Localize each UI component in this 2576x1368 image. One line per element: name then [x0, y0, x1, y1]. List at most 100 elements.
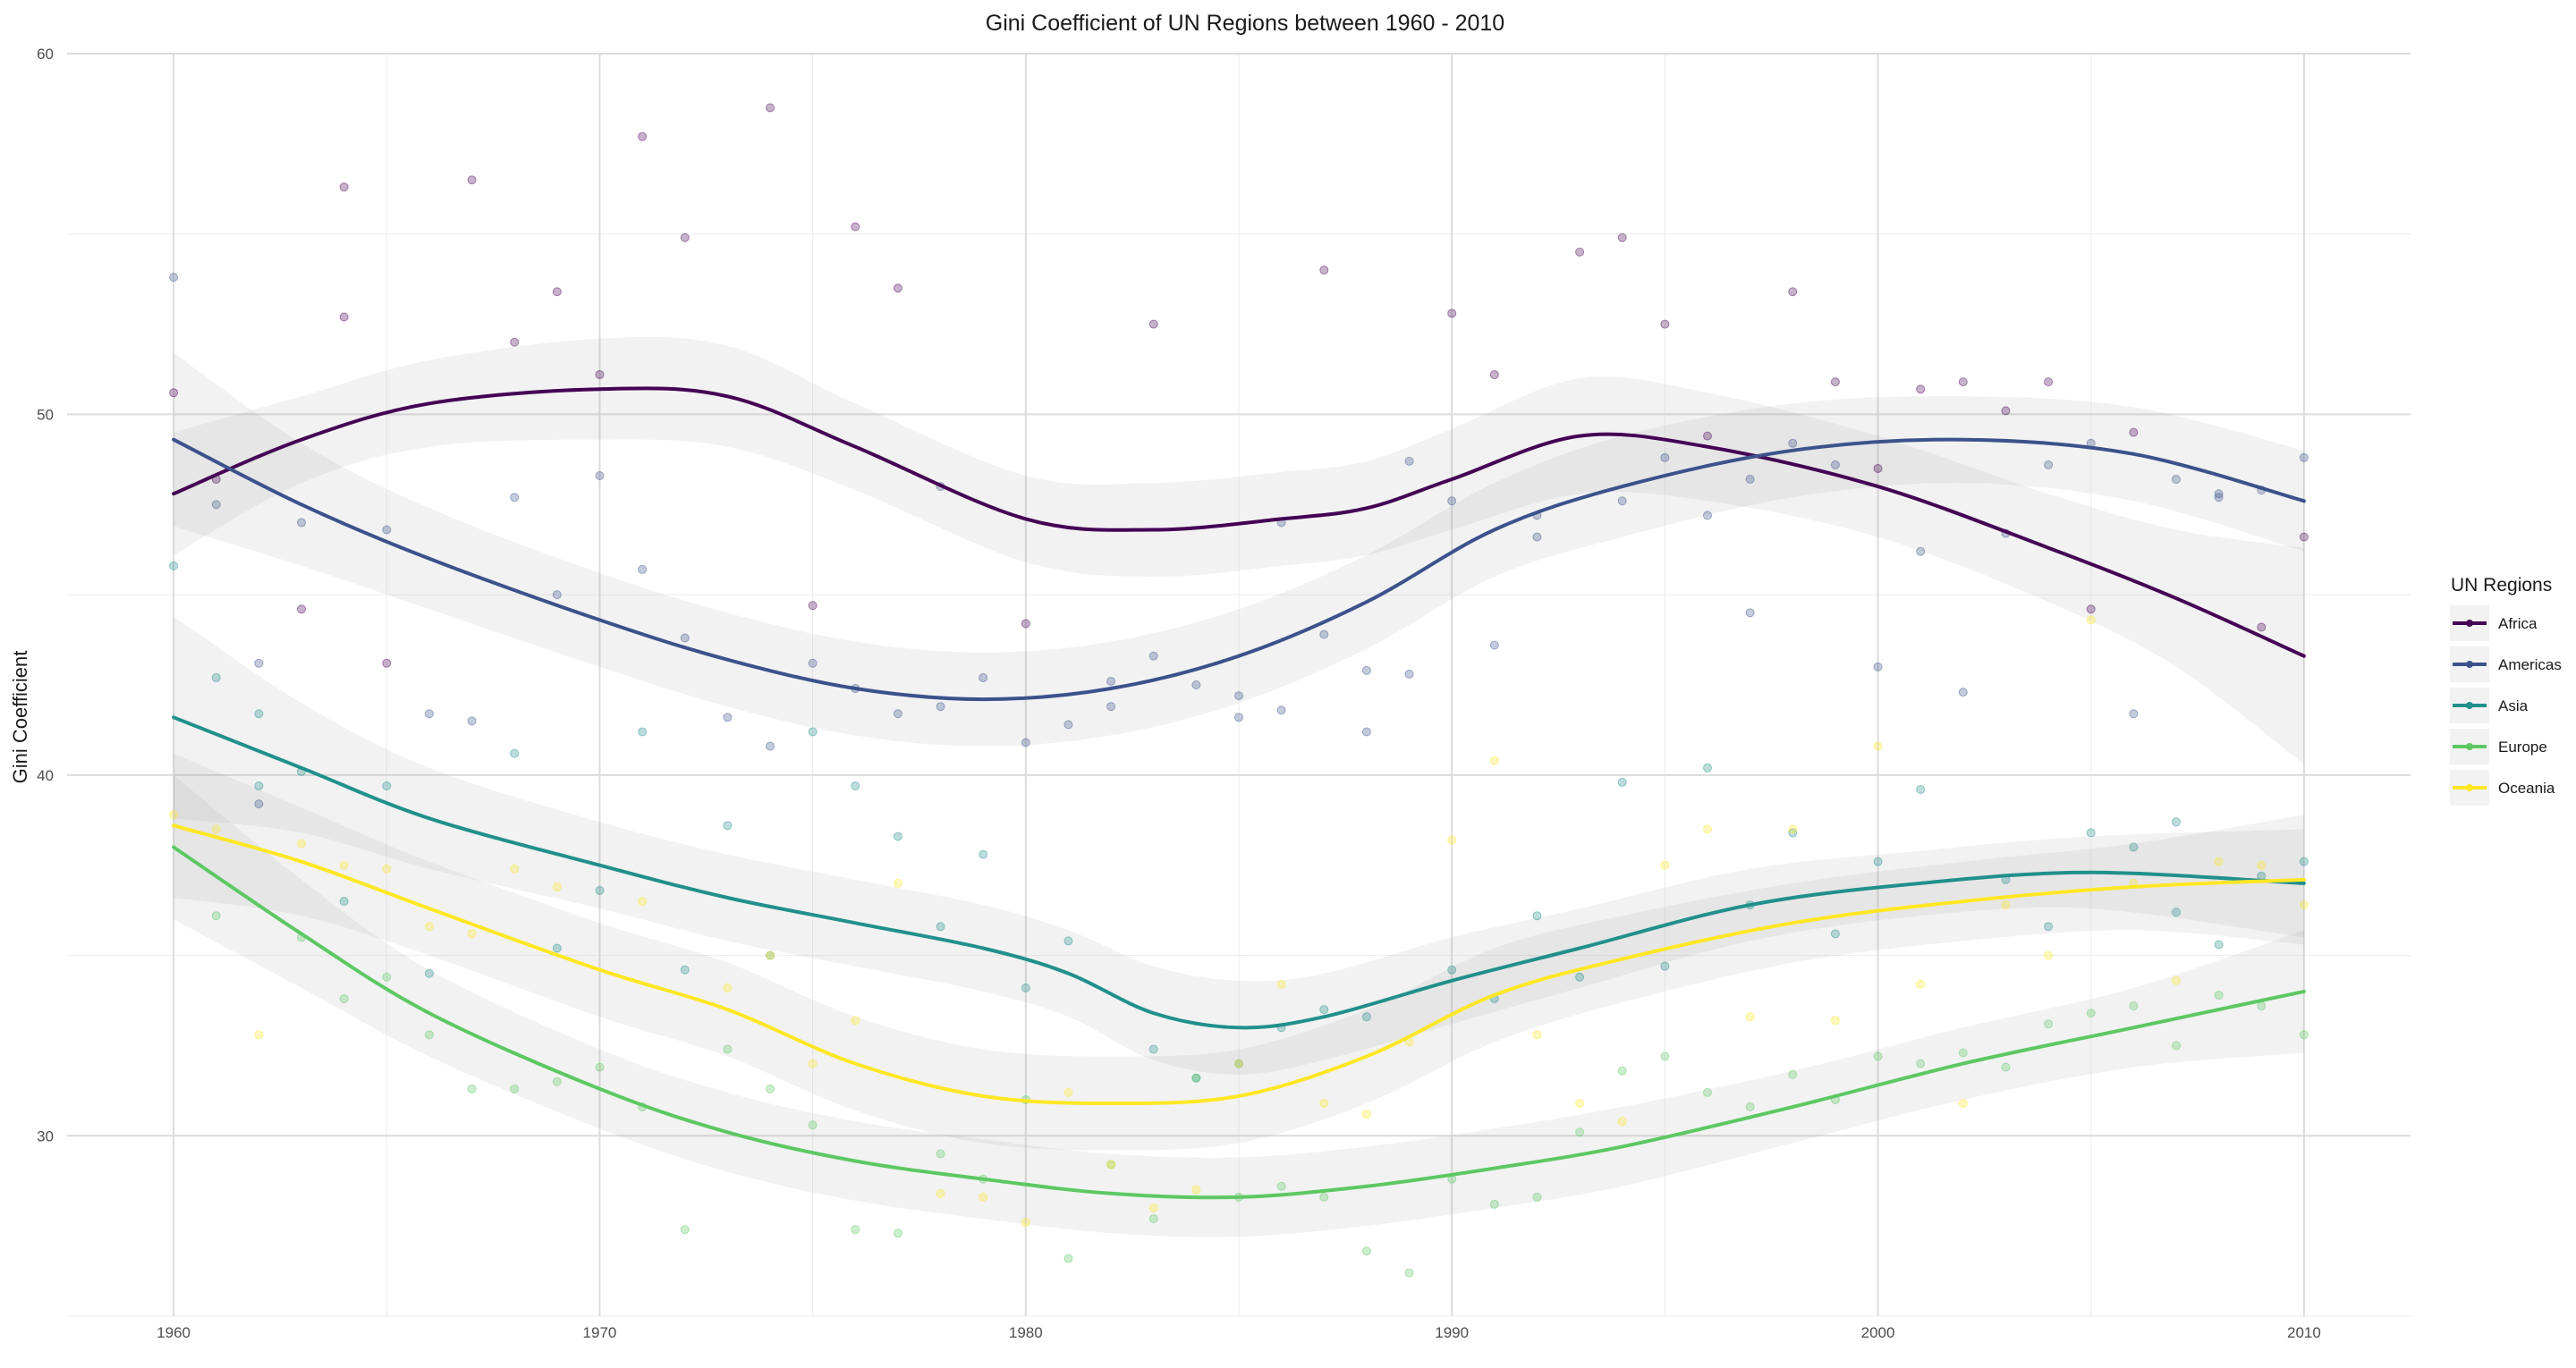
- data-point: [1148, 1044, 1158, 1054]
- data-point: [424, 968, 434, 978]
- data-point: [1319, 1098, 1329, 1108]
- data-point: [1830, 377, 1840, 387]
- data-point: [297, 839, 306, 849]
- data-point: [1958, 377, 1968, 387]
- data-point: [1447, 965, 1457, 975]
- data-point: [382, 972, 392, 982]
- data-point: [1873, 741, 1883, 751]
- legend-label-europe: Europe: [2498, 739, 2547, 756]
- data-point: [1234, 713, 1243, 722]
- data-point: [595, 370, 605, 380]
- data-point: [1660, 452, 1670, 462]
- legend-label-oceania: Oceania: [2498, 780, 2555, 797]
- data-point: [766, 950, 775, 960]
- data-point: [169, 273, 179, 283]
- data-point: [1958, 1098, 1968, 1108]
- legend-key-point-americas: [2466, 661, 2473, 668]
- data-point: [2299, 1030, 2309, 1040]
- data-point: [339, 993, 349, 1003]
- data-point: [766, 103, 775, 113]
- data-point: [1489, 756, 1499, 765]
- data-point: [723, 821, 733, 831]
- y-axis-title: Gini Coefficient: [9, 651, 31, 784]
- data-point: [2129, 842, 2139, 852]
- data-point: [2214, 940, 2224, 950]
- data-point: [936, 702, 945, 712]
- data-point: [851, 1225, 860, 1235]
- data-point: [1489, 640, 1499, 650]
- data-point: [339, 312, 349, 322]
- data-point: [808, 1120, 818, 1130]
- data-point: [424, 709, 434, 719]
- confidence-band-africa: [174, 336, 2304, 764]
- data-point: [680, 965, 690, 975]
- data-point: [1191, 1073, 1201, 1083]
- data-point: [254, 1030, 264, 1040]
- data-point: [595, 471, 605, 481]
- data-point: [1703, 511, 1712, 520]
- legend-label-americas: Americas: [2498, 656, 2562, 673]
- data-point: [211, 824, 221, 834]
- data-point: [1021, 738, 1030, 747]
- x-tick-label: 1970: [583, 1324, 617, 1341]
- data-point: [510, 1084, 520, 1094]
- data-point: [382, 864, 392, 874]
- legend: UN Regions Africa Americas Asia Europe Ocean…: [2450, 575, 2562, 806]
- data-point: [1319, 1192, 1329, 1202]
- data-point: [1703, 824, 1712, 834]
- data-point: [638, 564, 648, 574]
- data-point: [1830, 460, 1840, 469]
- data-point: [1916, 1059, 1926, 1068]
- data-point: [2086, 604, 2096, 614]
- data-point: [1234, 691, 1243, 701]
- data-point: [979, 1192, 988, 1202]
- data-point: [1745, 608, 1755, 618]
- data-point: [936, 1188, 945, 1198]
- data-point: [382, 525, 392, 535]
- data-point: [1617, 1117, 1627, 1127]
- data-point: [1830, 1016, 1840, 1026]
- data-point: [723, 1044, 733, 1054]
- data-point: [254, 658, 264, 668]
- data-point: [1447, 835, 1457, 845]
- data-point: [1063, 1254, 1073, 1263]
- legend-title: UN Regions: [2451, 575, 2552, 595]
- data-point: [1106, 1160, 1116, 1170]
- data-point: [1916, 546, 1926, 556]
- data-point: [1873, 463, 1883, 473]
- data-point: [1745, 1102, 1755, 1112]
- data-point: [2299, 857, 2309, 866]
- smooth-line-oceania: [172, 823, 2306, 1106]
- data-point: [552, 943, 562, 953]
- data-point: [297, 518, 306, 528]
- data-point: [339, 182, 349, 192]
- data-point: [339, 860, 349, 870]
- data-point: [2001, 900, 2011, 910]
- data-point: [1361, 727, 1371, 737]
- data-point: [851, 1016, 860, 1026]
- data-point: [1703, 431, 1712, 441]
- data-point: [936, 1149, 945, 1159]
- data-point: [1021, 619, 1030, 629]
- data-point: [1489, 370, 1499, 380]
- data-point: [1276, 979, 1286, 989]
- data-point: [1276, 1181, 1286, 1191]
- data-point: [1447, 308, 1457, 318]
- data-point: [1745, 1012, 1755, 1022]
- data-point: [1745, 475, 1755, 485]
- data-point: [1532, 1030, 1542, 1040]
- data-point: [638, 727, 648, 737]
- data-point: [1148, 1214, 1158, 1224]
- legend-key-point-europe: [2466, 743, 2473, 750]
- data-point: [1532, 532, 1542, 542]
- data-point: [680, 633, 690, 643]
- data-point: [1660, 319, 1670, 329]
- data-point: [467, 1084, 477, 1094]
- data-point: [1617, 496, 1627, 506]
- data-point: [2044, 950, 2054, 960]
- data-point: [766, 950, 775, 960]
- y-tick-label: 50: [37, 406, 54, 423]
- data-point: [1575, 1098, 1585, 1108]
